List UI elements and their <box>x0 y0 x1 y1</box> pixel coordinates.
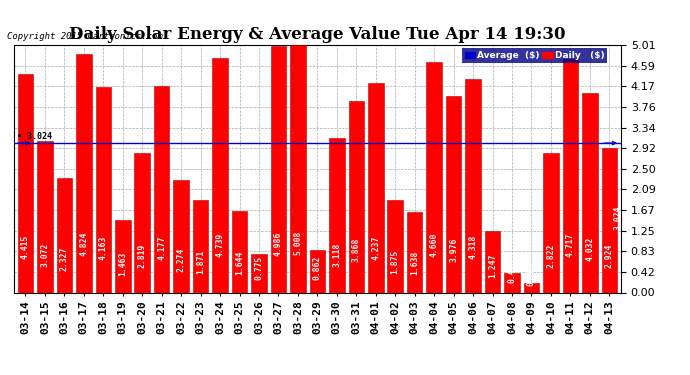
Text: 2.274: 2.274 <box>177 247 186 272</box>
Text: 4.032: 4.032 <box>585 237 594 261</box>
Text: 2.924: 2.924 <box>605 243 614 268</box>
Text: 0.862: 0.862 <box>313 256 322 280</box>
Text: 3.976: 3.976 <box>449 237 458 261</box>
Text: 1.463: 1.463 <box>118 252 127 276</box>
Text: 4.986: 4.986 <box>274 231 283 255</box>
Text: 5.008: 5.008 <box>293 231 302 255</box>
Text: 2.327: 2.327 <box>60 247 69 271</box>
Bar <box>135 153 150 292</box>
Text: 4.660: 4.660 <box>430 233 439 258</box>
Text: 4.739: 4.739 <box>215 232 224 257</box>
Bar <box>446 96 462 292</box>
Bar <box>582 93 598 292</box>
Bar <box>310 250 325 292</box>
Text: Copyright 2015 Cartronics.com: Copyright 2015 Cartronics.com <box>7 32 163 41</box>
Text: 4.415: 4.415 <box>21 234 30 259</box>
Text: 3.118: 3.118 <box>333 242 342 267</box>
Text: • 3.024: • 3.024 <box>17 132 52 141</box>
Text: 1.875: 1.875 <box>391 250 400 274</box>
Bar <box>76 54 92 292</box>
Bar <box>485 231 500 292</box>
Bar <box>37 141 52 292</box>
Text: 0.403: 0.403 <box>508 258 517 283</box>
Text: 1.638: 1.638 <box>411 251 420 275</box>
Text: 4.237: 4.237 <box>371 236 380 260</box>
Bar <box>57 177 72 292</box>
Text: 3.868: 3.868 <box>352 238 361 262</box>
Legend: Average  ($), Daily   ($): Average ($), Daily ($) <box>462 48 607 63</box>
Bar <box>18 74 33 292</box>
Text: 4.318: 4.318 <box>469 235 477 260</box>
Text: 3.024: 3.024 <box>613 206 622 230</box>
Text: 0.775: 0.775 <box>255 256 264 280</box>
Bar <box>388 200 403 292</box>
Title: Daily Solar Energy & Average Value Tue Apr 14 19:30: Daily Solar Energy & Average Value Tue A… <box>69 27 566 44</box>
Bar <box>115 220 130 292</box>
Bar <box>232 211 247 292</box>
Bar <box>251 254 267 292</box>
Bar <box>426 62 442 292</box>
Bar <box>213 58 228 292</box>
Bar <box>329 138 344 292</box>
Bar <box>290 45 306 292</box>
Bar <box>407 211 422 292</box>
Bar <box>348 101 364 292</box>
Text: 2.822: 2.822 <box>546 244 555 268</box>
Text: 3.072: 3.072 <box>41 243 50 267</box>
Text: 1.247: 1.247 <box>488 254 497 278</box>
Text: 0.189: 0.189 <box>527 261 536 286</box>
Bar <box>95 87 111 292</box>
Text: 1.644: 1.644 <box>235 251 244 275</box>
Text: 1.871: 1.871 <box>196 250 205 274</box>
Bar <box>173 180 189 292</box>
Bar <box>368 83 384 292</box>
Bar <box>270 46 286 292</box>
Bar <box>465 79 481 292</box>
Text: 4.824: 4.824 <box>79 232 88 256</box>
Bar <box>562 60 578 292</box>
Text: 4.717: 4.717 <box>566 233 575 257</box>
Text: 4.177: 4.177 <box>157 236 166 260</box>
Bar <box>193 200 208 292</box>
Bar <box>602 148 617 292</box>
Text: 2.819: 2.819 <box>138 244 147 268</box>
Bar <box>504 273 520 292</box>
Bar <box>543 153 559 292</box>
Bar <box>524 283 540 292</box>
Text: 4.163: 4.163 <box>99 236 108 260</box>
Bar <box>154 86 170 292</box>
